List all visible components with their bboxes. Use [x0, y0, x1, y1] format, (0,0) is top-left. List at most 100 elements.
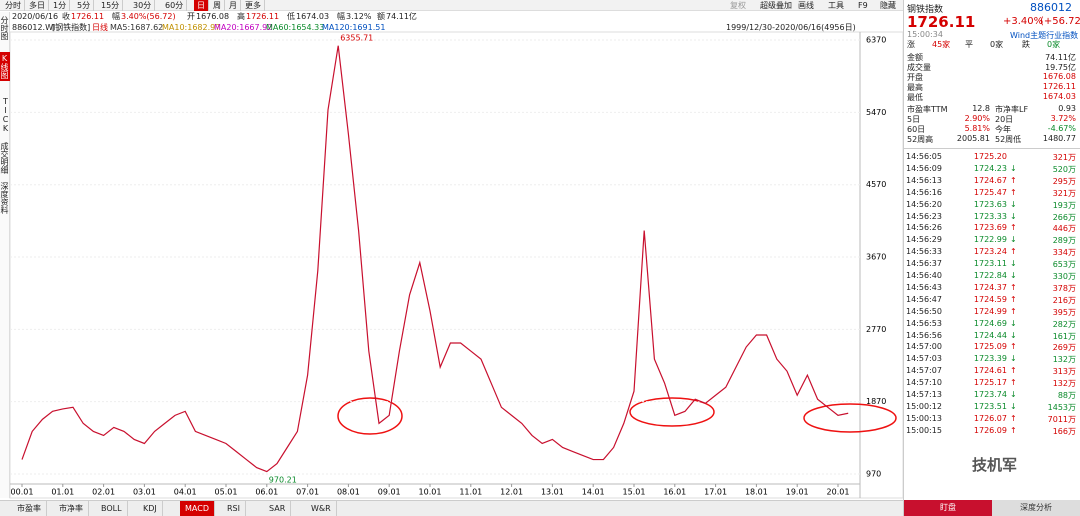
bottom-bar — [0, 500, 903, 516]
trade-price: 1726.07 — [973, 413, 1007, 423]
trade-volume: 446万 — [1052, 224, 1076, 234]
info-value: 74.11亿 — [386, 12, 417, 21]
val-label: 52周高 — [907, 135, 934, 144]
trade-volume: 166万 — [1052, 426, 1076, 436]
period-tab[interactable]: 60分 — [162, 0, 188, 11]
trade-price: 1723.63 — [973, 199, 1007, 209]
bottom-tab[interactable]: BOLL — [96, 501, 128, 516]
side-tab[interactable]: 深度资料 — [0, 182, 9, 214]
tool-button[interactable]: 复权 — [730, 1, 746, 10]
stat-value: 19.75亿 — [1045, 63, 1076, 72]
val-label: 市净率LF — [995, 105, 1029, 114]
info-label: 高 — [237, 12, 245, 21]
val-value: 2005.81 — [956, 134, 990, 143]
side-bar — [0, 12, 10, 498]
x-tick-label: 08.01 — [337, 488, 360, 497]
trade-arrow: ↑ — [1010, 366, 1017, 376]
x-tick-label: 17.01 — [704, 488, 727, 497]
quote-code: 886012 — [1030, 1, 1072, 14]
quote-change: +3.40% — [1003, 16, 1044, 27]
tool-button[interactable]: 工具 — [828, 1, 844, 10]
trade-price: 1724.44 — [973, 330, 1007, 340]
watermark: 技机军 — [968, 454, 1022, 475]
stat-label: 最高 — [907, 83, 923, 92]
x-tick-label: 11.01 — [459, 488, 482, 497]
trade-volume: 132万 — [1052, 355, 1076, 365]
bottom-tab[interactable]: W&R — [306, 501, 337, 516]
trade-price: 1723.39 — [973, 354, 1007, 364]
y-tick-label: 5470 — [866, 108, 886, 117]
trade-price: 1723.33 — [973, 211, 1007, 221]
tool-button[interactable]: 画线 — [798, 1, 814, 10]
trade-volume: 520万 — [1052, 164, 1076, 174]
highlight-ellipse — [803, 403, 897, 433]
trade-price: 1724.67 — [973, 175, 1007, 185]
breadth-label: 跌 — [1022, 40, 1030, 49]
period-tab[interactable]: 月 — [226, 0, 241, 11]
stat-label: 成交量 — [907, 63, 931, 72]
period-tab[interactable]: 5分 — [74, 0, 95, 11]
x-tick-label: 13.01 — [541, 488, 564, 497]
side-tab[interactable]: TICK — [1, 97, 10, 133]
x-tick-label: 18.01 — [745, 488, 768, 497]
trade-arrow: ↑ — [1010, 282, 1017, 292]
y-tick-label: 970 — [866, 470, 881, 479]
trade-time: 14:56:09 — [906, 163, 942, 173]
trade-time: 14:56:37 — [906, 259, 942, 269]
period-tab[interactable]: 1分 — [50, 0, 71, 11]
tool-button[interactable]: 超级叠加 — [760, 1, 792, 10]
trade-price: 1725.20 — [973, 152, 1007, 161]
x-tick-label: 03.01 — [133, 488, 156, 497]
x-tick-label: 10.01 — [419, 488, 442, 497]
trade-price: 1725.17 — [973, 378, 1007, 388]
trade-price: 1724.61 — [973, 366, 1007, 376]
trade-time: 14:56:43 — [906, 282, 942, 292]
info-value: 1674.03 — [296, 12, 330, 21]
period-tab[interactable]: 日 — [194, 0, 209, 11]
side-tab[interactable]: 成交明细 — [0, 142, 9, 174]
trade-price: 1723.74 — [973, 390, 1007, 399]
ma-value: MA120:1691.51 — [322, 23, 386, 32]
bottom-button[interactable]: 盯盘 — [904, 500, 992, 516]
info-label: 幅 — [112, 12, 120, 21]
ma-value: MA5:1687.62 — [110, 23, 164, 32]
stat-label: 金额 — [907, 53, 923, 62]
bottom-tab[interactable]: RSI — [222, 501, 246, 516]
x-tick-label: 19.01 — [786, 488, 809, 497]
period-tab[interactable]: 多日 — [26, 0, 49, 11]
val-value: 0.93 — [1058, 104, 1076, 113]
val-value: -4.67% — [1047, 124, 1076, 133]
side-tab[interactable]: 分时图 — [0, 16, 9, 40]
annotation: 6355.71 — [340, 34, 373, 43]
trade-arrow: ↑ — [1010, 425, 1017, 435]
bottom-button[interactable]: 深度分析 — [992, 500, 1080, 516]
tool-button[interactable]: 隐藏 — [880, 1, 896, 10]
trade-volume: 378万 — [1052, 283, 1076, 293]
period-tab[interactable]: 分时 — [2, 0, 25, 11]
period-tab[interactable]: 更多 — [242, 0, 265, 11]
period-tab[interactable]: 30分 — [130, 0, 156, 11]
trade-volume: 266万 — [1052, 212, 1076, 222]
trade-arrow: ↓ — [1010, 318, 1017, 328]
trade-price: 1725.47 — [973, 187, 1007, 197]
period-tab[interactable]: 周 — [210, 0, 225, 11]
quote-name: 钢铁指数 — [907, 5, 944, 15]
side-tab[interactable]: K线图 — [0, 52, 10, 81]
bottom-tab[interactable]: KDJ — [138, 501, 163, 516]
trade-price: 1722.99 — [973, 235, 1007, 245]
bottom-tab[interactable]: SAR — [264, 501, 292, 516]
bottom-tab[interactable]: MACD — [180, 501, 215, 516]
bottom-tab[interactable]: 市盈率 — [12, 501, 47, 516]
period-tab[interactable]: 15分 — [98, 0, 124, 11]
trade-arrow: ↑ — [1010, 247, 1017, 257]
trade-volume: 334万 — [1052, 248, 1076, 258]
y-tick-label: 4570 — [866, 180, 886, 189]
trade-price: 1723.24 — [973, 247, 1007, 257]
val-label: 5日 — [907, 115, 921, 124]
trade-price: 1722.84 — [973, 271, 1007, 280]
info-value: 1726.11 — [71, 12, 105, 21]
bottom-tab[interactable]: 市净率 — [54, 501, 89, 516]
trade-price: 1723.69 — [973, 223, 1007, 233]
tool-button[interactable]: F9 — [858, 1, 868, 10]
